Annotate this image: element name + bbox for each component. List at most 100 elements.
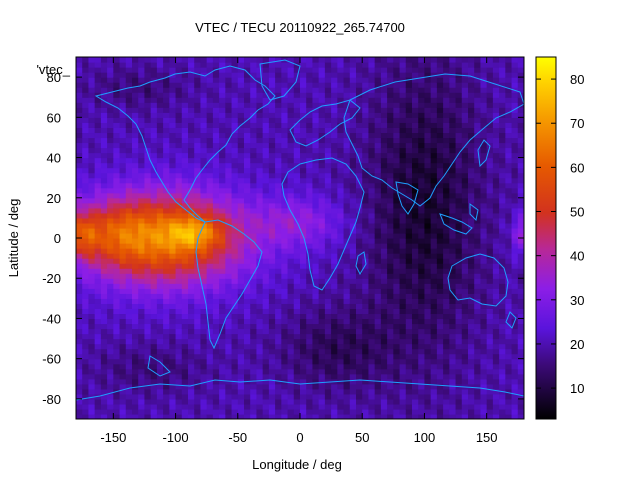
heat-cell [281, 207, 289, 214]
heat-cell [324, 268, 332, 274]
heat-cell [138, 293, 146, 299]
heat-cell [194, 62, 202, 68]
heat-cell [82, 77, 90, 83]
heat-cell [356, 278, 363, 284]
heat-cell [150, 273, 158, 279]
heat-cell [318, 222, 326, 229]
heat-cell [194, 222, 202, 229]
heat-cell [318, 318, 326, 325]
heat-cell [219, 378, 226, 385]
heat-cell [300, 298, 307, 304]
heat-cell [200, 348, 208, 355]
heat-cell [287, 217, 295, 224]
heat-cell [250, 87, 258, 93]
heat-cell [449, 187, 457, 194]
heat-cell [293, 202, 301, 209]
heat-cell [480, 67, 488, 73]
heat-cell [393, 373, 401, 380]
heat-cell [480, 263, 488, 269]
heat-cell [399, 112, 407, 118]
heat-cell [244, 263, 251, 269]
heat-cell [418, 258, 426, 264]
heat-cell [443, 313, 450, 320]
heat-cell [331, 92, 338, 98]
heat-cell [374, 323, 382, 330]
heat-cell [480, 298, 488, 304]
heat-cell [163, 172, 170, 179]
heat-cell [461, 162, 469, 169]
heat-cell [468, 102, 475, 108]
heat-cell [424, 413, 432, 419]
heat-cell [200, 328, 208, 335]
heat-cell [287, 107, 295, 113]
heat-cell [455, 192, 463, 199]
heat-cell [212, 303, 220, 309]
heat-cell [94, 222, 102, 229]
heat-cell [324, 197, 332, 204]
heat-cell [343, 232, 351, 239]
heat-cell [268, 207, 276, 214]
heat-cell [212, 313, 220, 320]
heat-cell [387, 117, 394, 123]
heat-cell [300, 157, 307, 164]
heat-cell [362, 328, 370, 335]
heat-cell [119, 212, 127, 219]
heat-cell [100, 383, 108, 390]
heat-cell [362, 112, 370, 118]
heat-cell [125, 137, 133, 144]
heat-cell [268, 157, 276, 164]
heat-cell [144, 147, 152, 154]
heat-cell [349, 222, 357, 229]
heat-cell [88, 227, 96, 234]
heat-cell [150, 212, 158, 219]
heat-cell [474, 368, 482, 375]
heat-cell [225, 202, 233, 209]
heat-cell [181, 338, 189, 345]
heat-cell [107, 338, 114, 345]
heat-cell [268, 283, 276, 289]
heat-cell [287, 197, 295, 204]
heat-cell [486, 217, 494, 224]
heat-cell [380, 202, 388, 209]
heat-cell [368, 227, 376, 234]
heat-cell [430, 388, 438, 395]
heat-cell [88, 293, 96, 299]
heat-cell [163, 358, 170, 365]
heat-cell [492, 343, 500, 350]
heat-cell [430, 152, 438, 159]
heat-cell [362, 197, 370, 204]
heat-cell [237, 268, 245, 274]
heat-cell [474, 62, 482, 68]
heat-cell [293, 378, 301, 385]
heat-cell [324, 348, 332, 355]
heat-cell [430, 348, 438, 355]
heat-cell [100, 182, 108, 189]
heat-cell [499, 353, 506, 360]
heat-cell [474, 268, 482, 274]
heat-cell [156, 363, 164, 370]
heat-cell [399, 212, 407, 219]
heat-cell [200, 283, 208, 289]
heat-cell [268, 343, 276, 350]
heat-cell [268, 62, 276, 68]
heat-cell [206, 268, 214, 274]
heat-cell [405, 92, 413, 98]
heat-cell [405, 238, 413, 244]
heat-cell [132, 408, 139, 415]
heat-cell [368, 167, 376, 174]
heat-cell [262, 207, 270, 214]
heat-cell [237, 217, 245, 224]
heat-cell [181, 283, 189, 289]
heat-cell [443, 283, 450, 289]
heat-cell [368, 72, 376, 78]
heat-cell [492, 212, 500, 219]
heat-cell [324, 67, 332, 73]
heat-cell [306, 303, 314, 309]
heat-cell [88, 87, 96, 93]
heat-cell [138, 258, 146, 264]
heat-cell [275, 343, 282, 350]
heat-cell [200, 107, 208, 113]
heat-cell [268, 373, 276, 380]
heat-cell [119, 313, 127, 320]
heat-cell [449, 398, 457, 405]
